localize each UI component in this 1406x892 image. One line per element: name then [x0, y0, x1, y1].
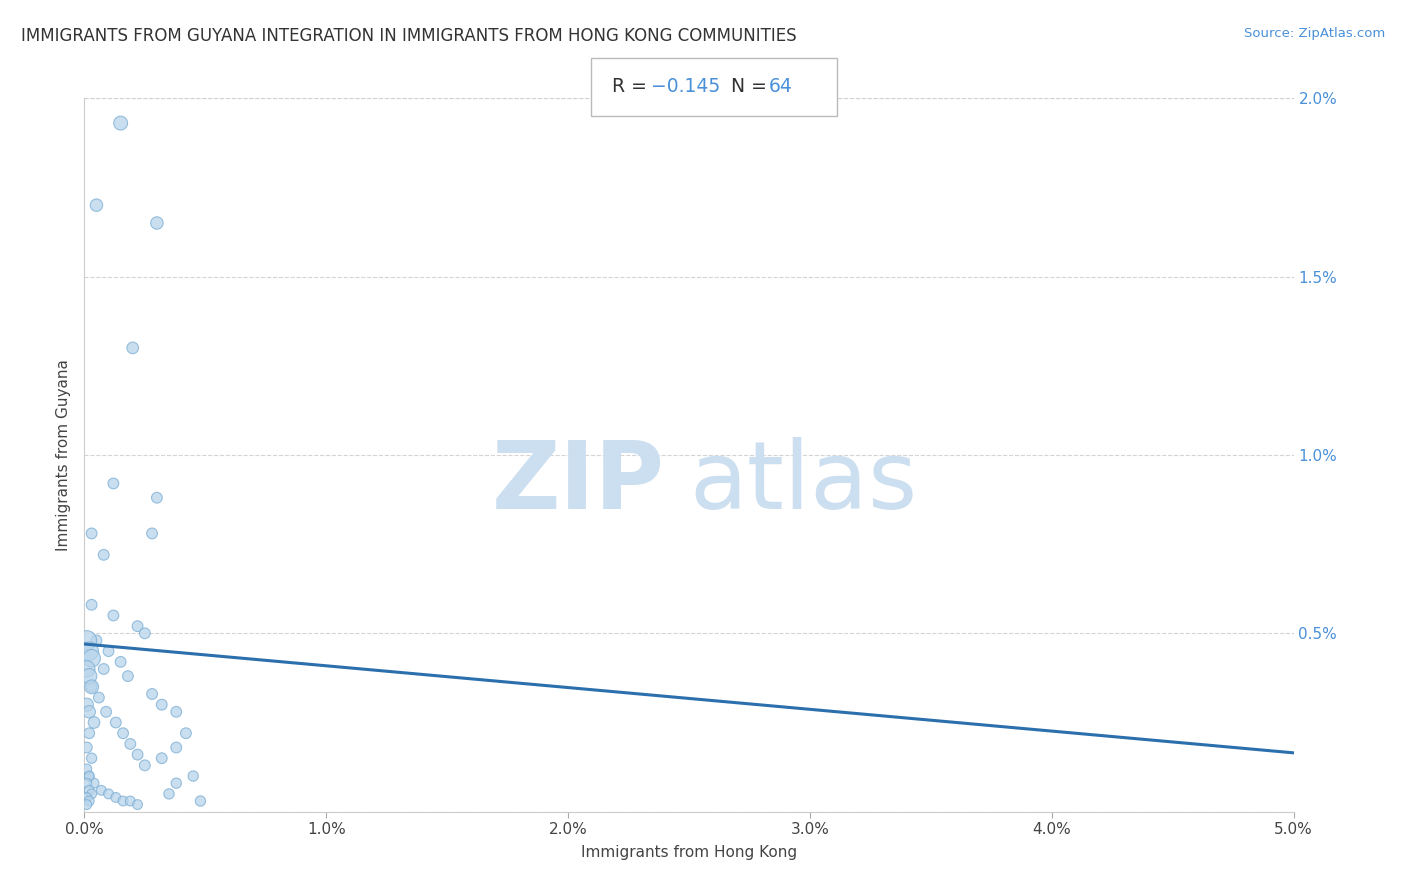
Point	[80, 787, 103, 801]
Point	[76, 698, 98, 712]
Text: −0.145: −0.145	[651, 78, 720, 96]
Point	[146, 491, 169, 505]
Text: R =: R =	[612, 78, 652, 96]
Point	[150, 751, 173, 765]
Point	[127, 797, 149, 812]
Point	[77, 644, 100, 658]
Text: ZIP: ZIP	[492, 437, 665, 530]
Point	[103, 608, 125, 623]
Point	[83, 715, 105, 730]
Text: atlas: atlas	[689, 437, 917, 530]
Point	[103, 476, 125, 491]
Point	[87, 690, 110, 705]
Point	[76, 633, 98, 648]
Text: 64: 64	[769, 78, 793, 96]
Point	[77, 705, 100, 719]
Point	[134, 626, 156, 640]
Point	[77, 726, 100, 740]
Point	[76, 797, 98, 812]
Point	[77, 769, 100, 783]
Point	[97, 787, 120, 801]
Text: IMMIGRANTS FROM GUYANA INTEGRATION IN IMMIGRANTS FROM HONG KONG COMMUNITIES: IMMIGRANTS FROM GUYANA INTEGRATION IN IM…	[21, 27, 797, 45]
Point	[146, 216, 169, 230]
Point	[90, 783, 112, 797]
Point	[112, 794, 135, 808]
Point	[86, 198, 108, 212]
Point	[76, 662, 98, 676]
Point	[76, 762, 98, 776]
Point	[77, 769, 100, 783]
Point	[134, 758, 156, 772]
Point	[120, 794, 142, 808]
Point	[120, 737, 142, 751]
Point	[165, 776, 187, 790]
Point	[174, 726, 197, 740]
Point	[165, 740, 187, 755]
Point	[83, 776, 105, 790]
Point	[94, 705, 117, 719]
Point	[110, 655, 132, 669]
Point	[77, 669, 100, 683]
Point	[117, 669, 139, 683]
Point	[80, 598, 103, 612]
Point	[157, 787, 180, 801]
X-axis label: Immigrants from Hong Kong: Immigrants from Hong Kong	[581, 846, 797, 861]
Point	[80, 651, 103, 665]
Point	[76, 776, 98, 790]
Point	[77, 794, 100, 808]
Point	[86, 633, 108, 648]
Point	[190, 794, 212, 808]
Point	[80, 751, 103, 765]
Point	[112, 726, 135, 740]
Point	[181, 769, 204, 783]
Point	[97, 644, 120, 658]
Point	[110, 116, 132, 130]
Point	[93, 548, 115, 562]
Point	[77, 783, 100, 797]
Point	[121, 341, 143, 355]
Point	[80, 526, 103, 541]
Point	[104, 715, 127, 730]
Point	[141, 687, 163, 701]
Point	[150, 698, 173, 712]
Point	[141, 526, 163, 541]
Point	[127, 747, 149, 762]
Point	[165, 705, 187, 719]
Y-axis label: Immigrants from Guyana: Immigrants from Guyana	[56, 359, 72, 551]
Point	[76, 740, 98, 755]
Point	[76, 790, 98, 805]
Point	[127, 619, 149, 633]
Text: Source: ZipAtlas.com: Source: ZipAtlas.com	[1244, 27, 1385, 40]
Text: N =: N =	[731, 78, 773, 96]
Point	[80, 680, 103, 694]
Point	[104, 790, 127, 805]
Point	[93, 662, 115, 676]
Point	[80, 680, 103, 694]
